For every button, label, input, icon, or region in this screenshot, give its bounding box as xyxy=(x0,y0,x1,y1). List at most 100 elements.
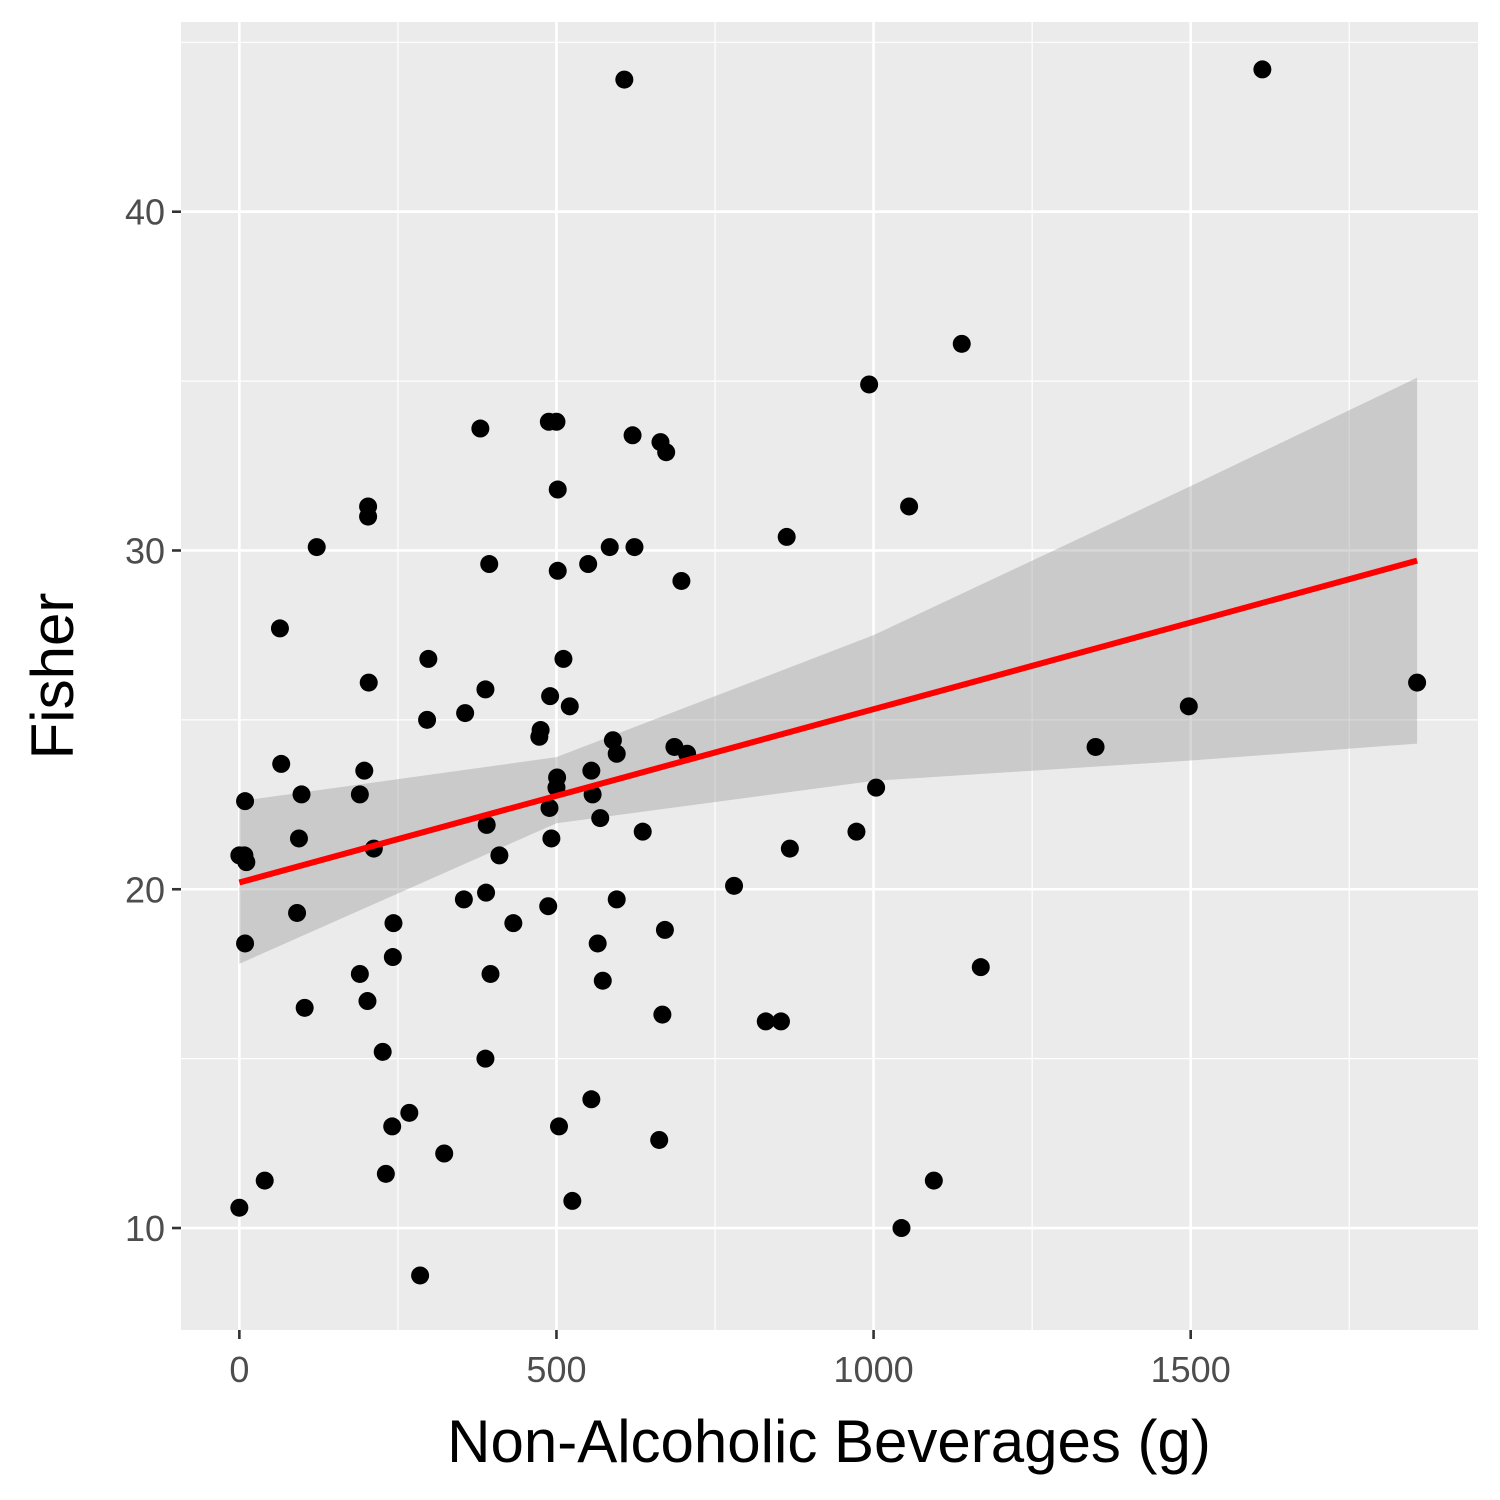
data-point xyxy=(355,761,374,780)
data-point xyxy=(307,538,326,557)
data-point xyxy=(900,497,919,516)
data-point xyxy=(272,754,291,773)
data-point xyxy=(358,992,377,1011)
data-point xyxy=(560,697,579,716)
data-point xyxy=(582,761,601,780)
data-point xyxy=(924,1171,943,1190)
data-point xyxy=(653,1005,672,1024)
data-point xyxy=(607,890,626,909)
x-tick-label: 0 xyxy=(229,1349,249,1390)
x-axis-title: Non-Alcoholic Beverages (g) xyxy=(447,1408,1211,1475)
data-point xyxy=(418,710,437,729)
data-point xyxy=(593,971,612,990)
data-point xyxy=(411,1266,430,1285)
data-point xyxy=(1408,673,1427,692)
data-point xyxy=(419,649,438,668)
x-tick-label: 1000 xyxy=(834,1349,914,1390)
data-point xyxy=(548,768,567,787)
data-point xyxy=(359,507,378,526)
data-point xyxy=(476,680,495,699)
data-point xyxy=(657,443,676,462)
data-point xyxy=(771,1012,790,1031)
data-point xyxy=(236,934,255,953)
data-point xyxy=(541,687,560,706)
data-point xyxy=(359,673,378,692)
data-point xyxy=(435,1144,454,1163)
data-point xyxy=(588,934,607,953)
y-tick-label: 40 xyxy=(125,192,165,233)
data-point xyxy=(236,792,255,811)
data-point xyxy=(655,920,674,939)
data-point xyxy=(563,1191,582,1210)
data-point xyxy=(539,897,558,916)
regression-line xyxy=(238,557,1418,886)
data-point xyxy=(255,1171,274,1190)
y-tick-label: 30 xyxy=(125,530,165,571)
data-point xyxy=(531,721,550,740)
data-point xyxy=(582,1090,601,1109)
data-point xyxy=(376,1164,395,1183)
data-point xyxy=(1179,697,1198,716)
y-axis-ticks: 10 20 30 40 xyxy=(125,192,181,1249)
data-point xyxy=(373,1042,392,1061)
data-point xyxy=(400,1103,419,1122)
data-point xyxy=(480,555,499,574)
y-axis-title: Fisher xyxy=(19,593,86,760)
data-point xyxy=(860,375,879,394)
data-point xyxy=(476,1049,495,1068)
data-points xyxy=(230,60,1427,1285)
data-point xyxy=(454,890,473,909)
data-point xyxy=(952,334,971,353)
plot-panel xyxy=(181,22,1478,1330)
data-point xyxy=(237,853,256,872)
data-point xyxy=(615,70,634,89)
data-point xyxy=(725,876,744,895)
data-point xyxy=(481,964,500,983)
data-point xyxy=(650,1130,669,1149)
data-point xyxy=(623,426,642,445)
data-point xyxy=(270,619,289,638)
data-point xyxy=(547,412,566,431)
data-point xyxy=(607,744,626,763)
data-point xyxy=(550,1117,569,1136)
data-point xyxy=(504,914,523,933)
data-point xyxy=(384,914,403,933)
data-point xyxy=(292,785,311,804)
data-point xyxy=(600,538,619,557)
data-point xyxy=(350,785,369,804)
data-point xyxy=(625,538,644,557)
data-point xyxy=(456,704,475,723)
data-point xyxy=(1253,60,1272,79)
data-point xyxy=(756,1012,775,1031)
data-point xyxy=(471,419,490,438)
x-tick-label: 500 xyxy=(526,1349,586,1390)
data-point xyxy=(780,839,799,858)
data-point xyxy=(295,998,314,1017)
data-point xyxy=(554,649,573,668)
data-point xyxy=(777,527,796,546)
data-point xyxy=(490,846,509,865)
data-point xyxy=(603,731,622,750)
data-point xyxy=(548,480,567,499)
x-tick-label: 1500 xyxy=(1151,1349,1231,1390)
data-point xyxy=(230,1198,249,1217)
data-point xyxy=(383,1117,402,1136)
data-point xyxy=(847,822,866,841)
data-point xyxy=(288,903,307,922)
data-point xyxy=(289,829,308,848)
data-point xyxy=(867,778,886,797)
confidence-band xyxy=(239,377,1418,964)
data-point xyxy=(477,815,496,834)
y-tick-label: 10 xyxy=(125,1208,165,1249)
data-point xyxy=(633,822,652,841)
data-point xyxy=(542,829,561,848)
data-point xyxy=(591,809,610,828)
y-tick-label: 20 xyxy=(125,869,165,910)
data-point xyxy=(579,555,598,574)
data-point xyxy=(477,883,496,902)
data-point xyxy=(1086,737,1105,756)
data-point xyxy=(548,561,567,580)
data-point xyxy=(892,1219,911,1238)
x-axis-ticks: 0 500 1000 1500 xyxy=(229,1330,1231,1390)
